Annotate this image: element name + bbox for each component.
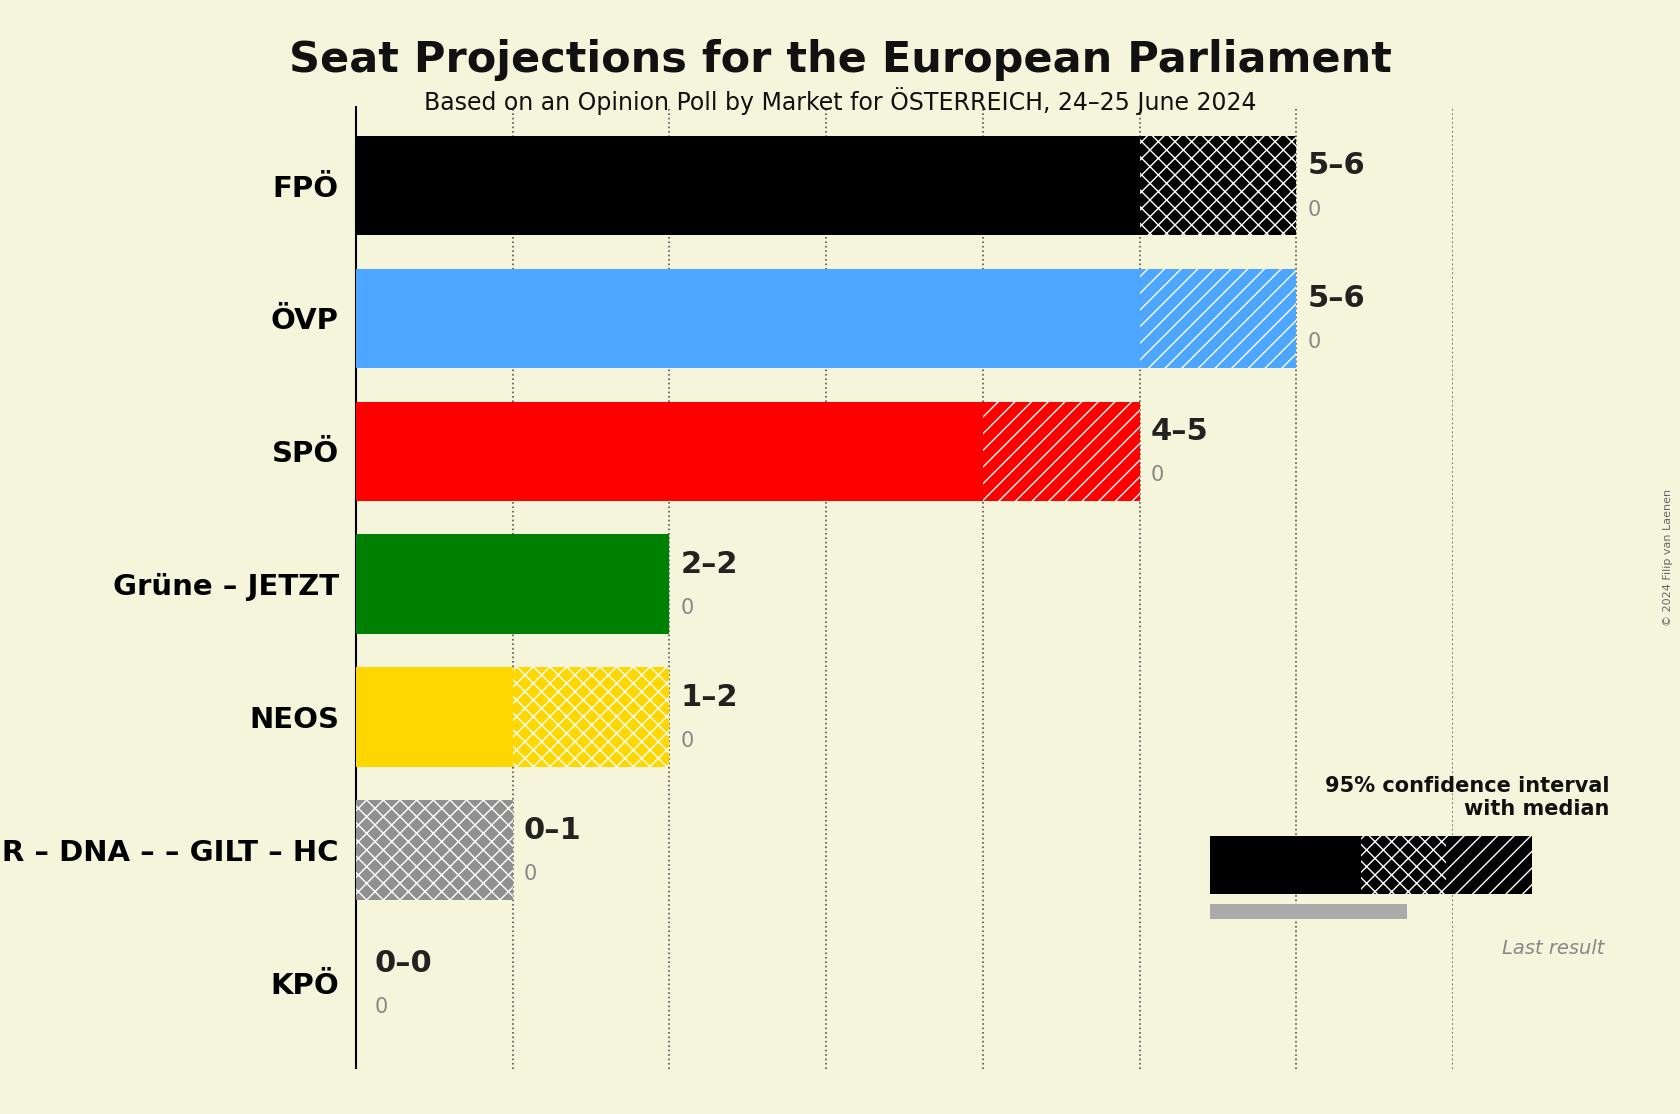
Text: 0: 0 — [524, 864, 538, 885]
Bar — [983, 401, 1139, 501]
Text: 0: 0 — [1307, 199, 1320, 219]
Text: 0: 0 — [1307, 332, 1320, 352]
Bar — [356, 800, 512, 900]
Bar — [1139, 268, 1297, 369]
Text: 95% confidence interval
with median: 95% confidence interval with median — [1326, 775, 1609, 819]
Bar — [1446, 836, 1532, 893]
Bar — [356, 535, 669, 634]
Bar — [1139, 136, 1297, 235]
Text: 5–6: 5–6 — [1307, 284, 1366, 313]
Bar — [356, 667, 512, 768]
Bar — [356, 136, 1139, 235]
Text: Based on an Opinion Poll by Market for ÖSTERREICH, 24–25 June 2024: Based on an Opinion Poll by Market for Ö… — [423, 87, 1257, 115]
Text: 5–6: 5–6 — [1307, 152, 1366, 180]
Bar — [356, 800, 512, 900]
Bar — [1210, 905, 1406, 926]
Text: © 2024 Filip van Laenen: © 2024 Filip van Laenen — [1663, 488, 1673, 626]
Text: 4–5: 4–5 — [1151, 417, 1208, 446]
Text: 1–2: 1–2 — [680, 683, 738, 712]
Text: 0–0: 0–0 — [375, 949, 432, 978]
Text: 2–2: 2–2 — [680, 550, 738, 579]
Bar — [512, 667, 669, 768]
Text: Seat Projections for the European Parliament: Seat Projections for the European Parlia… — [289, 39, 1391, 81]
Bar — [356, 401, 983, 501]
Text: 0: 0 — [680, 598, 694, 618]
Text: 0: 0 — [375, 997, 388, 1017]
Text: 0–1: 0–1 — [524, 815, 581, 844]
Bar — [1361, 836, 1446, 893]
Text: 0: 0 — [680, 731, 694, 751]
Bar — [356, 268, 1139, 369]
Bar — [1210, 836, 1361, 893]
Text: 0: 0 — [1151, 466, 1164, 486]
Text: Last result: Last result — [1502, 939, 1604, 958]
